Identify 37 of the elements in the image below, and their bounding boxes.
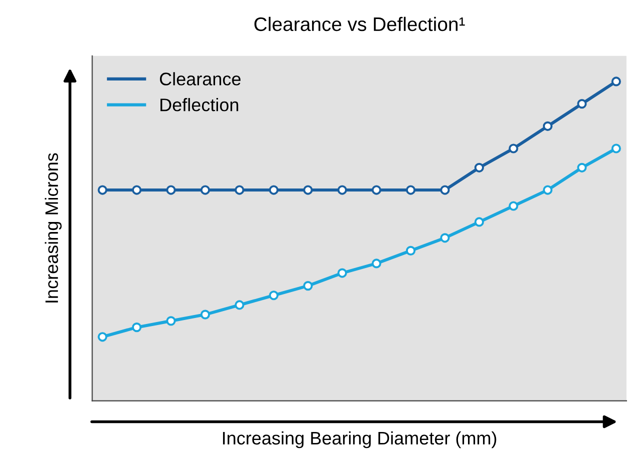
legend-label: Deflection [160,98,238,112]
point [166,185,176,195]
point [372,258,382,268]
point [611,76,621,86]
point [577,162,587,172]
point [474,162,484,172]
point [372,185,382,195]
point [542,185,552,195]
point [508,201,518,211]
point [200,310,210,320]
point [234,300,244,310]
point [337,185,348,195]
point [406,185,416,195]
point [234,185,244,195]
point [406,246,416,256]
point [98,185,108,195]
point [268,185,279,195]
x-axis-title: Increasing Bearing Diameter (mm) [223,431,496,448]
chart-title: Clearance vs Deflection¹ [254,16,465,32]
point [440,233,450,243]
point [303,185,313,195]
point [440,185,450,195]
point [577,99,587,109]
point [98,332,108,342]
point [268,290,279,300]
point [542,121,552,131]
point [166,316,176,326]
legend-label: Clearance [160,72,241,86]
point [200,185,210,195]
point [132,185,142,195]
point [132,322,142,332]
point [303,281,313,291]
point [337,268,348,278]
point [611,144,621,154]
y-axis-title: Increasing Microns [44,153,62,302]
point [508,144,518,154]
point [474,217,484,227]
